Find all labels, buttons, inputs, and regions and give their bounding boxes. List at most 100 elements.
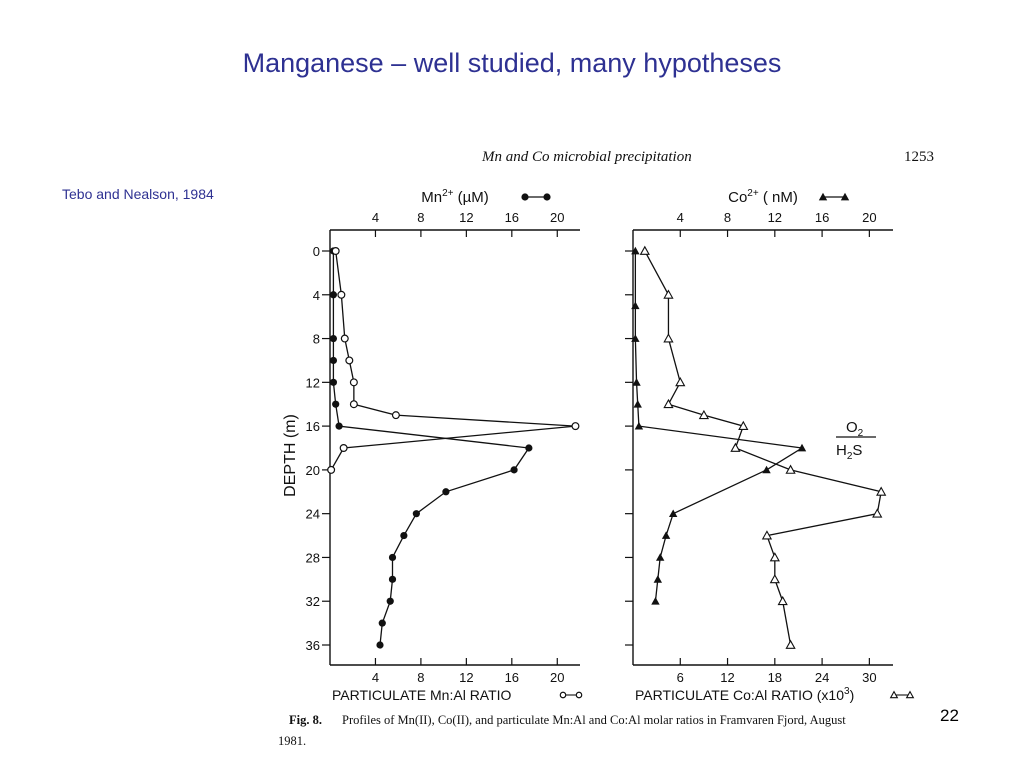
top-axis-label: Mn2+ (µM)	[421, 188, 489, 206]
series-line	[644, 250, 882, 646]
running-head: Mn and Co microbial precipitation	[481, 149, 692, 165]
data-point	[525, 444, 533, 452]
bottom-tick-label: 16	[505, 670, 519, 685]
bottom-tick-label: 24	[815, 670, 829, 685]
chart-panels: 0 4 8 12 16 20 24 28 32 36 4 8 12 16 20 4 8 12 16 20 Mn2+ (µ…	[282, 188, 915, 703]
top-tick-label: 20	[862, 210, 876, 225]
data-point	[335, 422, 343, 430]
data-point	[738, 420, 749, 431]
legend-marker	[889, 690, 899, 699]
top-tick-label: 8	[724, 210, 731, 225]
data-point	[762, 465, 771, 474]
data-point	[329, 334, 338, 343]
data-point	[386, 597, 394, 605]
data-point	[510, 466, 518, 474]
data-point	[337, 290, 346, 299]
y-tick-label: 32	[306, 594, 320, 609]
top-tick-label: 16	[815, 210, 829, 225]
bottom-tick-label: 30	[862, 670, 876, 685]
y-tick-label: 24	[306, 507, 320, 522]
caption-label: Fig. 8.	[289, 713, 322, 727]
bottom-tick-label: 20	[550, 670, 564, 685]
bottom-tick-label: 12	[720, 670, 734, 685]
y-tick-label: 28	[306, 550, 320, 565]
y-tick-label: 4	[313, 288, 320, 303]
top-tick-label: 8	[417, 210, 424, 225]
series-line	[634, 251, 804, 602]
data-point	[785, 464, 796, 474]
data-point	[797, 443, 807, 452]
journal-page-number: 1253	[904, 149, 934, 165]
data-point	[332, 400, 340, 408]
data-point	[631, 334, 640, 342]
data-point	[340, 334, 349, 343]
data-point	[345, 356, 354, 365]
bottom-axis-label: PARTICULATE Mn:Al RATIO	[332, 687, 512, 703]
top-tick-label: 20	[550, 210, 564, 225]
data-point	[442, 488, 450, 496]
bottom-tick-label: 18	[768, 670, 782, 685]
data-point	[634, 421, 644, 430]
data-point	[349, 400, 358, 409]
data-point	[655, 553, 665, 561]
data-point	[391, 411, 400, 420]
data-point	[378, 619, 386, 627]
series-line	[332, 251, 531, 646]
legend-marker	[521, 193, 529, 201]
top-tick-label: 12	[459, 210, 473, 225]
y-tick-label: 8	[313, 332, 320, 347]
data-point	[663, 289, 674, 299]
y-tick-label: 20	[306, 463, 320, 478]
data-point	[329, 378, 338, 386]
data-point	[633, 400, 642, 408]
bottom-tick-label: 8	[417, 670, 424, 685]
data-point	[675, 377, 686, 387]
data-point	[327, 465, 336, 474]
data-point	[339, 444, 348, 453]
slide-number: 22	[940, 706, 959, 725]
panel-left: 0 4 8 12 16 20 24 28 32 36 4 8 12 16 20 4 8 12 16 20 Mn2+ (µ…	[282, 188, 583, 703]
data-point	[872, 508, 883, 518]
data-point	[777, 595, 788, 606]
data-point	[876, 486, 887, 496]
top-tick-label: 16	[505, 210, 519, 225]
data-point	[769, 552, 780, 562]
top-tick-label: 12	[768, 210, 782, 225]
y-tick-label: 16	[306, 419, 320, 434]
bottom-axis-label: PARTICULATE Co:Al RATIO (x103)	[635, 686, 854, 703]
data-point	[730, 442, 741, 452]
data-point	[632, 378, 641, 386]
series-line	[330, 250, 576, 471]
data-point	[698, 409, 710, 420]
data-point	[349, 378, 358, 387]
top-axis-label: Co2+ ( nM)	[728, 188, 798, 206]
redox-interface-label: O2 H2S	[836, 419, 876, 462]
data-point	[376, 641, 384, 649]
legend-marker	[818, 192, 828, 201]
citation: Tebo and Nealson, 1984	[62, 186, 214, 202]
caption-line-2: 1981.	[278, 734, 306, 748]
data-point	[663, 398, 674, 409]
bottom-tick-label: 6	[677, 670, 684, 685]
data-point	[388, 553, 397, 562]
data-point	[329, 291, 338, 299]
data-point	[668, 509, 678, 518]
data-point	[639, 245, 650, 255]
caption-line-1: Profiles of Mn(II), Co(II), and particul…	[342, 713, 846, 727]
slide-title: Manganese – well studied, many hypothese…	[242, 48, 782, 78]
data-point	[661, 531, 671, 539]
top-tick-label: 4	[677, 210, 684, 225]
y-tick-label: 36	[306, 638, 320, 653]
legend-marker	[543, 193, 551, 201]
data-point	[769, 574, 780, 584]
bottom-tick-label: 4	[372, 670, 379, 685]
data-point	[400, 531, 408, 540]
data-point	[651, 597, 660, 605]
bottom-tick-label: 12	[459, 670, 473, 685]
legend-marker	[905, 690, 915, 699]
data-point	[631, 301, 640, 310]
panel-right: 4 8 12 16 20 6 12 18 24 30 Co2+ ( nM) PARTICULATE C…	[625, 188, 915, 703]
data-point	[761, 530, 773, 540]
legend-marker	[559, 691, 567, 699]
